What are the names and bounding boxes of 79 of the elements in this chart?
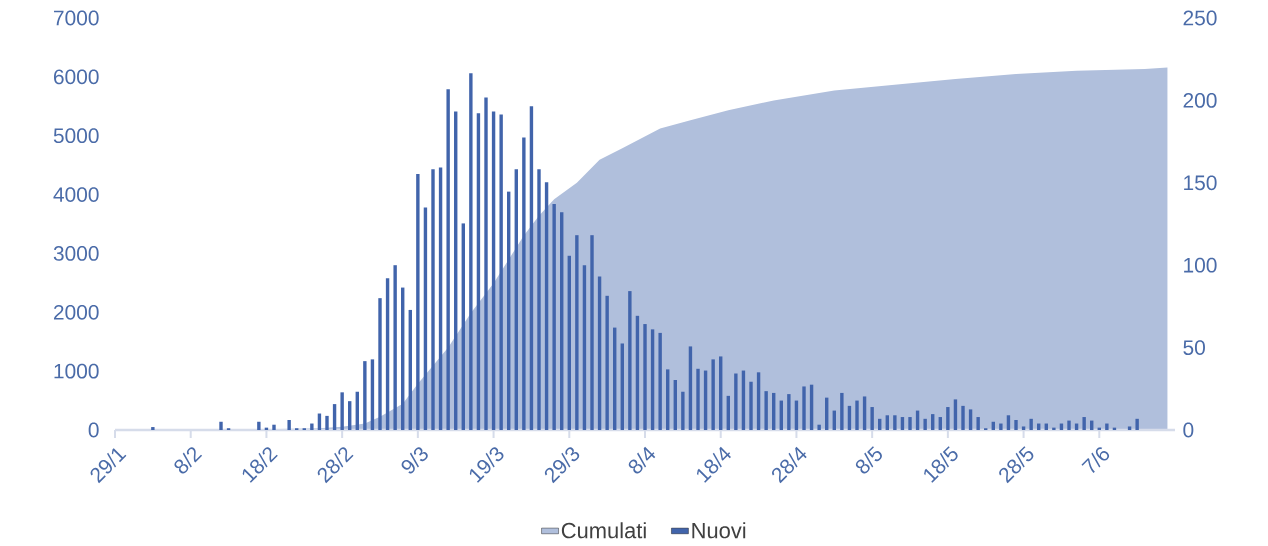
bar — [764, 391, 768, 430]
bar — [446, 89, 450, 430]
bar — [1029, 418, 1033, 430]
bar — [522, 137, 526, 430]
bar — [840, 392, 844, 430]
y-tick-label: 2000 — [53, 304, 99, 320]
y-tick-label: 1000 — [54, 363, 99, 379]
x-tick-label: 7/6 — [1081, 447, 1110, 474]
bar — [552, 203, 556, 430]
bar — [749, 381, 753, 430]
y-tick-label: 6000 — [54, 69, 99, 85]
y2-tick-label: 150 — [1184, 175, 1217, 191]
bar — [923, 418, 927, 430]
bar — [999, 423, 1003, 430]
x-tick-label: 8/2 — [174, 447, 203, 474]
x-tick-label: 9/3 — [401, 447, 428, 474]
bar — [416, 173, 420, 430]
bar — [1082, 417, 1086, 430]
bar — [711, 359, 715, 430]
bar — [643, 324, 647, 430]
bar — [590, 235, 594, 430]
bar — [1127, 426, 1132, 430]
y-tick-label: 0 — [88, 422, 99, 438]
bar — [968, 409, 973, 430]
y2-tick-label: 100 — [1184, 257, 1217, 273]
bar — [537, 169, 541, 430]
bar — [976, 417, 980, 430]
bar — [310, 423, 314, 430]
bar — [363, 361, 367, 430]
bar — [893, 415, 897, 430]
bar — [1135, 418, 1139, 430]
bar — [908, 417, 912, 430]
legend-label: Nuovi — [692, 522, 746, 539]
bar — [1067, 420, 1071, 430]
bar — [696, 368, 700, 430]
bar — [961, 405, 965, 430]
bar — [605, 295, 609, 430]
bar — [431, 169, 435, 430]
bar — [151, 427, 155, 430]
bar — [340, 392, 344, 430]
bar — [469, 73, 473, 430]
bar — [1021, 426, 1026, 430]
y2-tick-label: 0 — [1183, 422, 1194, 438]
bar — [870, 407, 874, 430]
bar — [787, 394, 791, 430]
bar — [802, 386, 806, 430]
bar — [1105, 423, 1109, 430]
y2-tick-label: 200 — [1183, 92, 1217, 108]
x-tick-label: 8/5 — [855, 446, 882, 474]
bar — [219, 421, 223, 430]
bar — [499, 114, 503, 430]
bar — [378, 298, 382, 430]
x-tick-label: 8/4 — [628, 446, 656, 474]
bar — [484, 97, 488, 430]
bar — [575, 235, 579, 430]
bar — [272, 424, 276, 430]
y-tick-label: 4000 — [53, 187, 99, 202]
y2-tick-label: 250 — [1183, 10, 1217, 26]
bar — [817, 424, 821, 430]
y2-tick-label: 50 — [1183, 340, 1205, 355]
bar — [628, 291, 632, 430]
legend-label: Cumulati — [561, 522, 646, 539]
bar — [885, 415, 889, 430]
bar — [393, 265, 397, 430]
bar — [1052, 427, 1056, 430]
y-tick-label: 3000 — [53, 246, 99, 261]
bar — [946, 407, 950, 430]
bar — [1014, 420, 1018, 430]
bar — [855, 400, 859, 430]
bar — [257, 421, 261, 430]
x-tick-label: 29/1 — [90, 448, 127, 484]
bar — [287, 420, 291, 430]
bar — [734, 373, 738, 430]
bar — [325, 415, 329, 430]
bar — [681, 391, 685, 430]
y-tick-label: 7000 — [54, 10, 99, 26]
bar — [658, 332, 662, 430]
bar — [1006, 415, 1011, 430]
y-tick-label: 5000 — [53, 128, 99, 144]
